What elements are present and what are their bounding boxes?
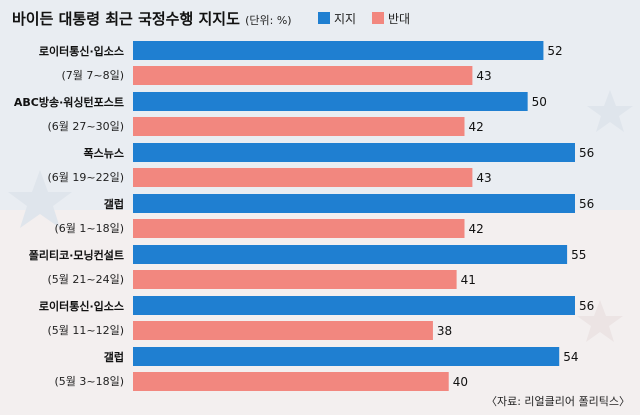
legend-label-oppose: 반대 — [388, 11, 411, 26]
bar-oppose — [133, 117, 465, 136]
poll-name-label: 폭스뉴스 — [84, 147, 124, 160]
bar-oppose — [133, 66, 473, 85]
bar-oppose — [133, 372, 449, 391]
value-label-oppose: 42 — [469, 222, 484, 236]
bar-support — [133, 143, 575, 162]
poll-name-label: 폴리티코·모닝컨설트 — [29, 248, 124, 262]
bar-support — [133, 92, 528, 111]
legend-item-oppose: 반대 — [372, 11, 411, 26]
value-label-support: 56 — [579, 299, 594, 313]
bar-support — [133, 194, 575, 213]
poll-period-label: (5월 11~12일) — [47, 323, 124, 337]
value-label-support: 56 — [579, 146, 594, 160]
poll-name-label: 갤럽 — [104, 350, 124, 364]
poll-name-label: 갤럽 — [104, 197, 124, 211]
poll-period-label: (5월 21~24일) — [47, 272, 124, 286]
bar-oppose — [133, 168, 473, 187]
poll-name-label: 로이터통신·입소스 — [39, 299, 124, 313]
value-label-support: 50 — [532, 95, 547, 109]
bar-support — [133, 296, 575, 315]
value-label-oppose: 40 — [453, 375, 468, 389]
poll-period-label: (6월 27~30일) — [47, 119, 124, 133]
poll-period-label: (6월 1~18일) — [54, 221, 124, 235]
bar-oppose — [133, 270, 457, 289]
legend-item-support: 지지 — [318, 11, 357, 26]
value-label-support: 55 — [571, 248, 586, 262]
bar-support — [133, 245, 568, 264]
poll-name-label: ABC방송·워싱턴포스트 — [14, 95, 124, 109]
title-text: 바이든 대통령 최근 국정수행 지지도 — [12, 10, 240, 28]
value-label-oppose: 43 — [476, 69, 491, 83]
value-label-support: 52 — [547, 44, 562, 58]
value-label-oppose: 38 — [437, 324, 452, 338]
bar-support — [133, 347, 560, 366]
bar-support — [133, 41, 544, 60]
source-note: 〈자료: 리얼클리어 폴리틱스〉 — [485, 395, 630, 408]
poll-period-label: (6월 19~22일) — [47, 170, 124, 184]
value-label-oppose: 43 — [476, 171, 491, 185]
bar-oppose — [133, 219, 465, 238]
value-label-support: 56 — [579, 197, 594, 211]
poll-period-label: (7월 7~8일) — [61, 68, 124, 82]
poll-name-label: 로이터통신·입소스 — [39, 44, 124, 58]
legend-swatch-support — [318, 12, 330, 24]
poll-period-label: (5월 3~18일) — [54, 374, 124, 388]
unit-label: (단위: %) — [245, 14, 292, 27]
chart-title: 바이든 대통령 최근 국정수행 지지도 (단위: %) — [12, 8, 292, 29]
value-label-support: 54 — [563, 350, 578, 364]
value-label-oppose: 41 — [461, 273, 476, 287]
legend-label-support: 지지 — [334, 11, 357, 26]
value-label-oppose: 42 — [469, 120, 484, 134]
legend-swatch-oppose — [372, 12, 384, 24]
bar-oppose — [133, 321, 433, 340]
